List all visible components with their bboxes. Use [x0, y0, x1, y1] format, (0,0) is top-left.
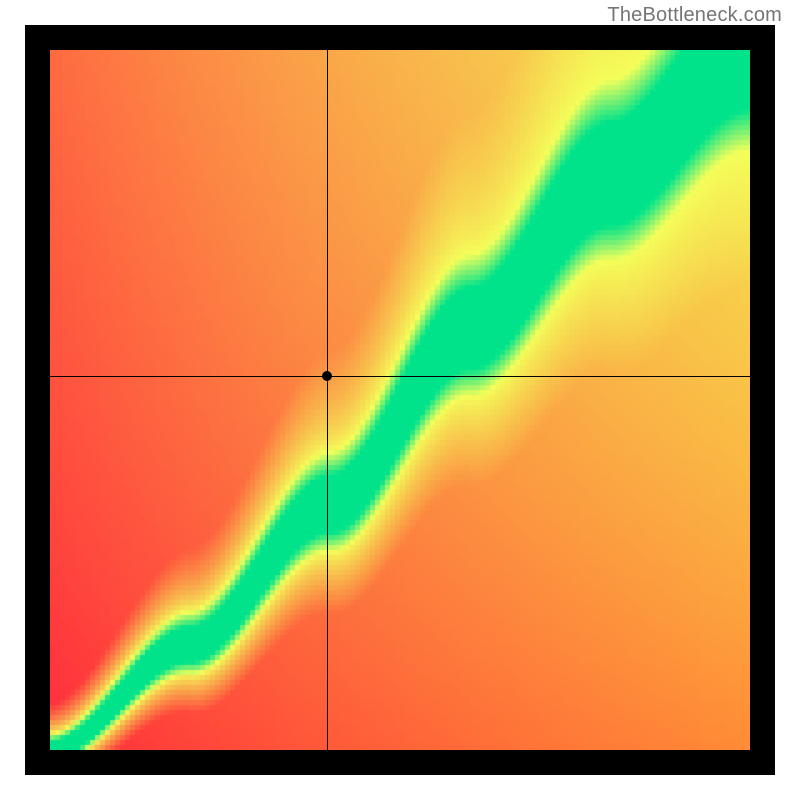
heatmap-canvas	[50, 50, 750, 750]
root-container: TheBottleneck.com	[0, 0, 800, 800]
chart-frame	[25, 25, 775, 775]
watermark-text: TheBottleneck.com	[607, 4, 782, 27]
plot-area	[50, 50, 750, 750]
